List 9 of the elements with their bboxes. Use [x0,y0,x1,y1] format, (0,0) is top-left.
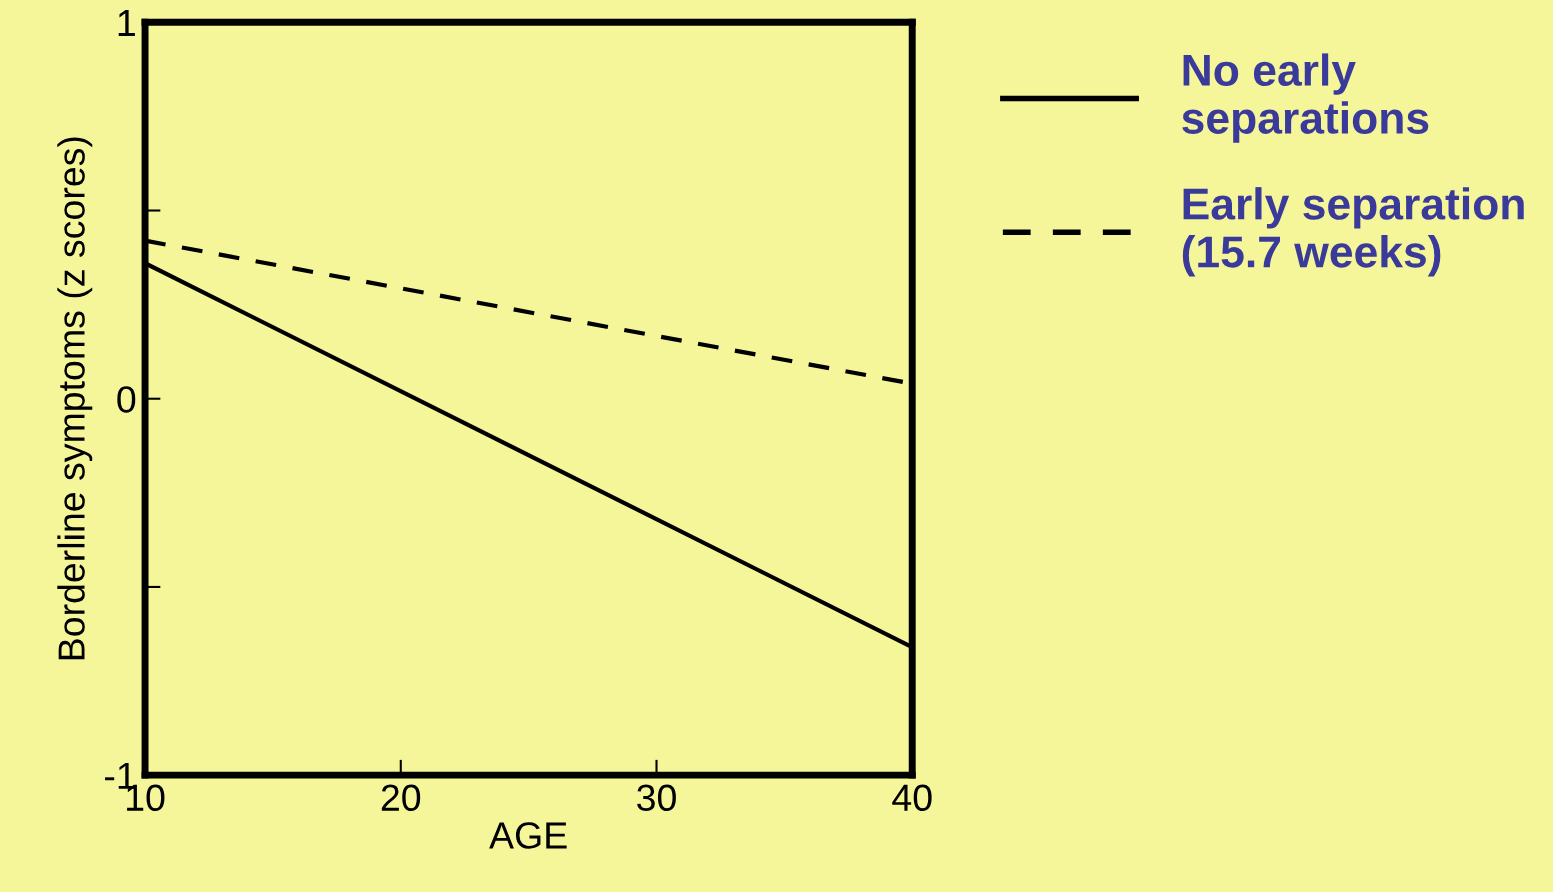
legend-label: Early separation (15.7 weeks) [1182,187,1524,277]
y-tick-label: 1 [118,10,135,36]
x-axis-title: AGE [489,822,567,849]
y-tick-label: 0 [117,386,136,413]
x-tick-label: 30 [637,784,676,812]
x-tick-label: 40 [892,784,932,812]
x-tick-label: 20 [381,784,421,812]
y-axis-title: Borderline symptoms (z scores) [57,137,93,660]
legend-label: No early separations [1182,53,1429,143]
